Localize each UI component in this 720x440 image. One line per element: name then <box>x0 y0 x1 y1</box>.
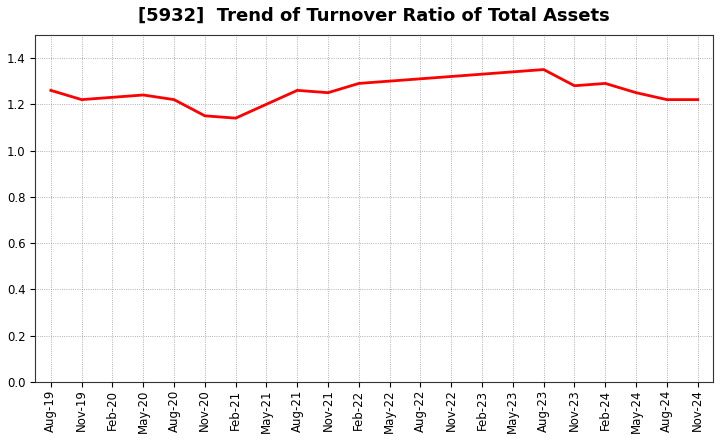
Title: [5932]  Trend of Turnover Ratio of Total Assets: [5932] Trend of Turnover Ratio of Total … <box>138 7 610 25</box>
